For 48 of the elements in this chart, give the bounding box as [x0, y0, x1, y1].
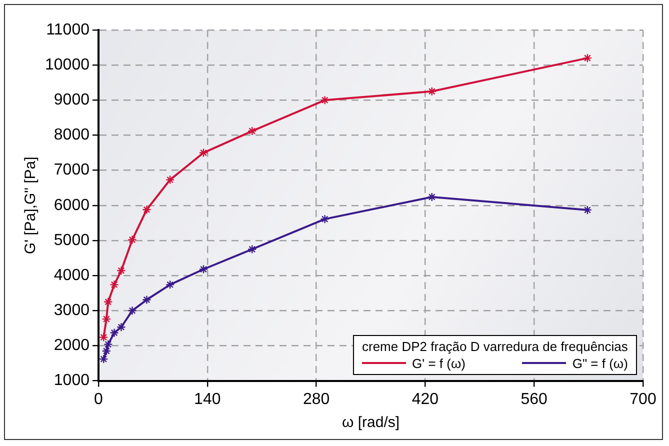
point: [99, 332, 108, 342]
point: [104, 297, 113, 306]
y-tick-label: 1000: [54, 372, 90, 390]
y-tick-label: 11000: [46, 21, 90, 38]
point: [320, 214, 330, 224]
point: [165, 280, 175, 290]
legend-label: G' = f (ω): [412, 356, 466, 371]
point: [320, 96, 330, 105]
point: [116, 322, 126, 332]
point: [427, 86, 436, 96]
point: [142, 295, 152, 304]
y-tick-label: 8000: [54, 126, 90, 144]
point: [128, 306, 137, 316]
x-tick-label: 560: [520, 390, 548, 408]
point: [104, 340, 113, 349]
point: [198, 148, 208, 158]
x-axis-title: ω [rad/s]: [342, 414, 400, 432]
point: [102, 314, 112, 324]
y-tick-label: 2000: [54, 337, 90, 354]
point: [165, 175, 175, 184]
x-tick-label: 420: [412, 390, 439, 408]
y-tick-label: 5000: [54, 232, 90, 249]
x-tick-label: 0: [94, 390, 104, 408]
point: [128, 235, 137, 244]
point: [142, 205, 152, 214]
point: [116, 266, 126, 276]
y-tick-label: 9000: [54, 92, 90, 109]
y-tick-label: 3000: [54, 302, 90, 320]
point: [582, 53, 592, 63]
y-tick-label: 6000: [54, 196, 90, 214]
point: [198, 264, 208, 274]
point: [248, 244, 257, 254]
legend-label: G" = f (ω): [572, 356, 628, 371]
point: [110, 328, 119, 338]
y-tick-label: 7000: [54, 162, 90, 179]
x-tick-label: 280: [302, 390, 330, 408]
y-tick-label: 10000: [44, 56, 90, 74]
point: [102, 346, 112, 356]
point: [427, 192, 436, 202]
point: [110, 280, 119, 290]
x-tick-label: 140: [194, 390, 221, 408]
point: [582, 205, 592, 215]
x-tick-label: 700: [630, 390, 656, 408]
y-axis-title: G' [Pa],G" [Pa]: [22, 156, 40, 254]
point: [248, 126, 257, 136]
legend-title: creme DP2 fração D varredura de frequências: [362, 338, 628, 354]
point: [99, 354, 108, 364]
y-tick-label: 4000: [54, 266, 90, 284]
